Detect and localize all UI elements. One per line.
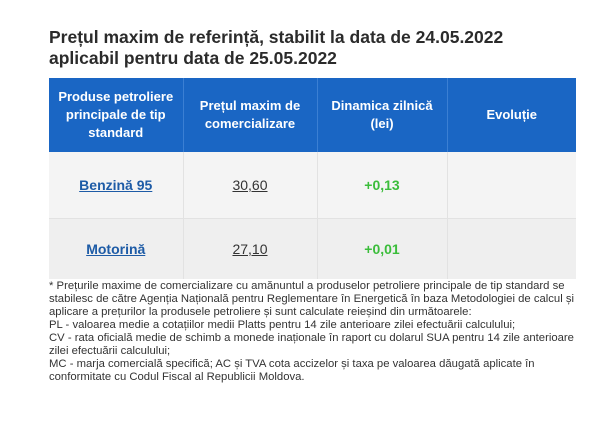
- table-row: Motorină 27,10 +0,01: [49, 218, 576, 279]
- dynamics-value: +0,01: [364, 241, 400, 257]
- header-daily-dynamics: Dinamica zilnică (lei): [317, 78, 448, 152]
- table-row: Benzină 95 30,60 +0,13: [49, 152, 576, 219]
- fuel-prices-table: Produse petroliere principale de tip sta…: [49, 78, 576, 279]
- price-link-benzina-95[interactable]: 30,60: [232, 177, 268, 193]
- footnote-intro: * Prețurile maxime de comercializare cu …: [49, 280, 574, 318]
- price-cell: 27,10: [183, 218, 318, 279]
- product-link-motorina[interactable]: Motorină: [86, 241, 146, 257]
- evolution-cell: [447, 152, 576, 219]
- footnote-mc: MC - marja comercială specifică; AC și T…: [49, 358, 535, 383]
- dynamics-cell: +0,01: [317, 218, 448, 279]
- evolution-cell: [447, 218, 576, 279]
- header-evolution: Evoluție: [447, 78, 576, 152]
- title-line-1: Prețul maxim de referință, stabilit la d…: [49, 27, 504, 47]
- footnote-pl: PL - valoarea medie a cotațiilor medii P…: [49, 319, 516, 331]
- product-link-benzina-95[interactable]: Benzină 95: [79, 177, 153, 193]
- title-line-2: aplicabil pentru data de 25.05.2022: [49, 48, 337, 68]
- header-product: Produse petroliere principale de tip sta…: [49, 78, 184, 152]
- product-cell: Benzină 95: [49, 152, 184, 219]
- product-cell: Motorină: [49, 218, 184, 279]
- dynamics-value: +0,13: [364, 177, 400, 193]
- footnotes: * Prețurile maxime de comercializare cu …: [49, 280, 576, 384]
- price-cell: 30,60: [183, 152, 318, 219]
- page-title: Prețul maxim de referință, stabilit la d…: [49, 27, 569, 69]
- price-link-motorina[interactable]: 27,10: [232, 241, 268, 257]
- dynamics-cell: +0,13: [317, 152, 448, 219]
- header-max-price: Prețul maxim de comercializare: [183, 78, 318, 152]
- footnote-cv: CV - rata oficială medie de schimb a mon…: [49, 332, 574, 357]
- table-header-row: Produse petroliere principale de tip sta…: [49, 78, 576, 152]
